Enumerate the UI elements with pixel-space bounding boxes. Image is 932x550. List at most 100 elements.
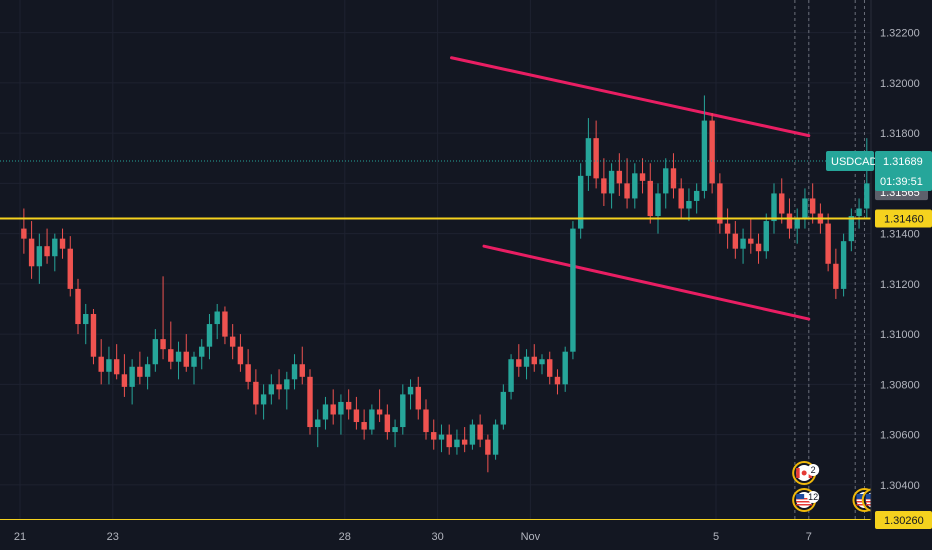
candle-body (802, 198, 808, 219)
candle-body (624, 183, 630, 199)
date-tick-label: 30 (431, 531, 443, 543)
candle-body (59, 238, 66, 249)
candle-body (90, 314, 97, 357)
candle-body (160, 339, 166, 350)
candle-body (276, 384, 282, 390)
candle-body (477, 424, 483, 440)
candle-body (454, 439, 460, 448)
time-axis-panel[interactable] (0, 520, 871, 550)
candle-body (291, 364, 298, 380)
candle-body (678, 188, 684, 209)
candle-body (322, 404, 329, 420)
price-tick-label: 1.31000 (880, 329, 920, 341)
candle-body (345, 401, 352, 410)
candle-body (809, 198, 816, 214)
candle-body (330, 404, 336, 415)
symbol-tag (826, 151, 874, 172)
candle-body (833, 263, 839, 289)
channel-line-upper[interactable] (450, 56, 811, 138)
candle-body (748, 238, 754, 244)
candle-body (229, 336, 236, 347)
candle-body (83, 314, 89, 325)
candle-body (539, 359, 545, 365)
last-price-label: 1.31689 (883, 156, 923, 168)
candle-body (144, 364, 151, 377)
date-tick-label: 7 (806, 531, 812, 543)
candle-body (361, 422, 367, 430)
economic-event-ca[interactable]: 2 (792, 461, 820, 485)
candle-body (608, 170, 615, 194)
candle-body (771, 193, 777, 222)
candle-body (508, 359, 514, 392)
candle-body (392, 427, 398, 433)
candle-body (400, 394, 406, 428)
candle-body (485, 439, 491, 455)
candle-body (52, 238, 58, 257)
candle-body (840, 241, 847, 289)
candle-body (237, 346, 244, 365)
candle-body (693, 190, 700, 201)
candle-body (709, 120, 715, 184)
candle-body (864, 183, 870, 209)
last-price-tag (875, 151, 932, 192)
flag-canton (796, 494, 805, 499)
date-tick-label: Nov (521, 531, 541, 543)
candle-body (639, 173, 646, 181)
bar-countdown-label: 01:39:51 (880, 176, 923, 188)
candle-body (732, 233, 739, 249)
candle-body (431, 432, 437, 440)
candle-body (647, 180, 653, 217)
candle-body (763, 221, 769, 252)
candle-body (191, 356, 197, 367)
candle-body (461, 439, 468, 445)
candle-body (848, 216, 855, 242)
price-tick-label: 1.31200 (880, 279, 920, 291)
candle-body (755, 243, 762, 252)
candle-body (438, 434, 445, 440)
time-axis-ticks: 21232830Nov571113 (14, 531, 812, 543)
price-channel[interactable] (450, 56, 811, 321)
economic-event-us[interactable]: 12 (792, 488, 820, 512)
candle-body (384, 414, 391, 433)
candle-body (268, 384, 275, 395)
price-tick-label: 1.31800 (880, 128, 920, 140)
candle-body (740, 238, 746, 249)
candle-body (260, 394, 267, 405)
candle-body (137, 366, 143, 377)
horizontal-level-label: 1.30260 (884, 515, 924, 527)
candle-body (206, 324, 213, 347)
candle-body (376, 409, 383, 415)
flag-canton (865, 494, 874, 499)
event-count-badge (807, 464, 820, 476)
date-tick-label: 5 (713, 531, 719, 543)
price-axis-panel[interactable] (871, 0, 932, 520)
candle-body (825, 223, 831, 264)
price-tick-label: 1.32200 (880, 28, 920, 40)
candle-body (856, 208, 862, 217)
maple-leaf-icon (801, 470, 807, 476)
price-tick-label: 1.32000 (880, 78, 920, 90)
candle-body (36, 246, 43, 267)
candle-body (794, 218, 800, 229)
flag-band-left (796, 468, 800, 478)
candle-body (152, 339, 159, 365)
candle-body (585, 138, 592, 176)
candle-body (28, 238, 35, 267)
price-axis-ticks: 1.322001.320001.318001.316001.314001.312… (880, 28, 920, 492)
candle-body (98, 356, 104, 372)
candle-body (284, 379, 290, 390)
candle-body (655, 193, 661, 217)
channel-line-lower[interactable] (482, 244, 811, 321)
candle-body (106, 359, 112, 372)
candle-body (717, 183, 723, 224)
candle-body (469, 424, 476, 445)
candle-body (199, 346, 205, 357)
candle-body (253, 381, 259, 405)
candle-body (601, 178, 607, 194)
candle-body (531, 356, 537, 365)
candle-body (21, 228, 27, 239)
candle-body (554, 376, 561, 385)
